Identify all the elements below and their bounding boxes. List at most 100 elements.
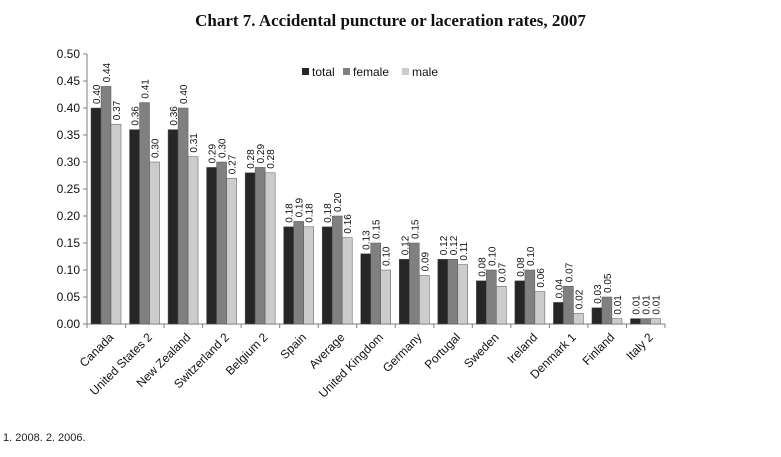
bar-total xyxy=(167,129,179,325)
y-tick-label: 0.35 xyxy=(57,128,81,142)
bar-total xyxy=(399,258,410,325)
data-label: 0.28 xyxy=(266,149,277,169)
bar-female xyxy=(139,102,150,325)
bar-male xyxy=(496,285,507,325)
bar-male xyxy=(341,237,353,325)
data-label: 0.44 xyxy=(102,62,113,82)
bar-female xyxy=(486,269,497,325)
bar-total xyxy=(553,302,564,325)
data-label: 0.07 xyxy=(497,262,508,282)
bar-female xyxy=(254,167,266,325)
chart-title: Chart 7. Accidental puncture or lacerati… xyxy=(195,11,586,30)
data-label: 0.12 xyxy=(449,235,460,255)
data-label: 0.18 xyxy=(323,203,334,223)
bar-female xyxy=(177,107,189,325)
bar-total xyxy=(129,129,140,325)
data-label: 0.40 xyxy=(179,84,190,104)
data-label: 0.01 xyxy=(651,295,662,315)
bar-total xyxy=(630,318,641,325)
bar-total xyxy=(360,253,371,325)
bar-total xyxy=(283,226,294,325)
y-tick-label: 0.40 xyxy=(57,101,81,115)
data-label: 0.18 xyxy=(305,203,316,223)
data-label: 0.01 xyxy=(641,295,652,315)
bar-male xyxy=(187,156,199,325)
x-tick-label: Sweden xyxy=(461,330,502,371)
data-label: 0.04 xyxy=(554,278,565,298)
legend-label-female: female xyxy=(353,65,389,79)
bar-female xyxy=(100,86,112,325)
bar-male xyxy=(573,312,584,325)
data-label: 0.28 xyxy=(246,149,257,169)
bar-total xyxy=(476,280,487,325)
legend-swatch-male xyxy=(402,68,409,75)
bar-total xyxy=(514,280,526,325)
data-label: 0.01 xyxy=(613,295,624,315)
bar-female xyxy=(563,285,574,325)
y-tick-label: 0.00 xyxy=(57,317,81,331)
data-label: 0.10 xyxy=(526,246,537,266)
data-label: 0.29 xyxy=(256,143,267,163)
data-label: 0.18 xyxy=(285,203,296,223)
legend-swatch-total xyxy=(302,68,309,75)
legend-label-total: total xyxy=(312,65,335,79)
x-tick-label: Italy 2 xyxy=(623,330,656,363)
bar-male xyxy=(611,318,623,325)
y-tick-label: 0.30 xyxy=(57,155,81,169)
legend-swatch-female xyxy=(343,68,350,75)
bar-total xyxy=(437,258,449,325)
bar-female xyxy=(370,242,381,325)
bar-total xyxy=(90,107,102,325)
bar-male xyxy=(419,275,430,325)
bar-male xyxy=(380,269,391,325)
bar-male xyxy=(534,291,546,325)
data-label: 0.15 xyxy=(410,219,421,239)
bar-total xyxy=(321,226,333,325)
y-tick-label: 0.50 xyxy=(57,47,81,61)
bar-male xyxy=(303,226,314,325)
footnote: 1. 2008. 2. 2006. xyxy=(3,432,86,444)
bar-female xyxy=(447,258,459,325)
bar-female xyxy=(293,221,304,325)
data-label: 0.37 xyxy=(112,100,123,120)
bar-female xyxy=(601,296,613,325)
bar-female xyxy=(216,161,227,325)
y-tick-label: 0.45 xyxy=(57,74,81,88)
y-tick-label: 0.10 xyxy=(57,263,81,277)
data-label: 0.36 xyxy=(169,106,180,126)
data-label: 0.08 xyxy=(477,257,488,277)
bar-male xyxy=(264,172,276,325)
data-label: 0.05 xyxy=(603,273,614,293)
data-label: 0.13 xyxy=(362,230,373,250)
bar-male xyxy=(650,318,661,325)
data-label: 0.29 xyxy=(208,143,219,163)
bar-total xyxy=(244,172,256,325)
data-label: 0.06 xyxy=(536,268,547,288)
data-label: 0.30 xyxy=(218,138,229,158)
data-label: 0.12 xyxy=(439,235,450,255)
bar-female xyxy=(409,242,420,325)
x-tick-label: Spain xyxy=(277,330,309,362)
data-label: 0.08 xyxy=(516,257,527,277)
data-label: 0.12 xyxy=(400,235,411,255)
data-label: 0.02 xyxy=(574,289,585,309)
data-label: 0.20 xyxy=(333,192,344,212)
data-label: 0.01 xyxy=(631,295,642,315)
bar-female xyxy=(331,215,343,325)
data-label: 0.11 xyxy=(459,241,470,260)
data-label: 0.10 xyxy=(382,246,393,266)
data-label: 0.41 xyxy=(141,79,152,99)
data-label: 0.19 xyxy=(295,197,306,217)
bar-male xyxy=(226,177,237,325)
data-label: 0.36 xyxy=(131,106,142,126)
data-label: 0.10 xyxy=(487,246,498,266)
data-label: 0.03 xyxy=(593,284,604,304)
data-label: 0.15 xyxy=(372,219,383,239)
y-tick-label: 0.25 xyxy=(57,182,81,196)
x-tick-label: Ireland xyxy=(504,330,540,366)
bar-male xyxy=(110,123,122,325)
y-tick-label: 0.20 xyxy=(57,209,81,223)
data-label: 0.27 xyxy=(228,154,239,174)
